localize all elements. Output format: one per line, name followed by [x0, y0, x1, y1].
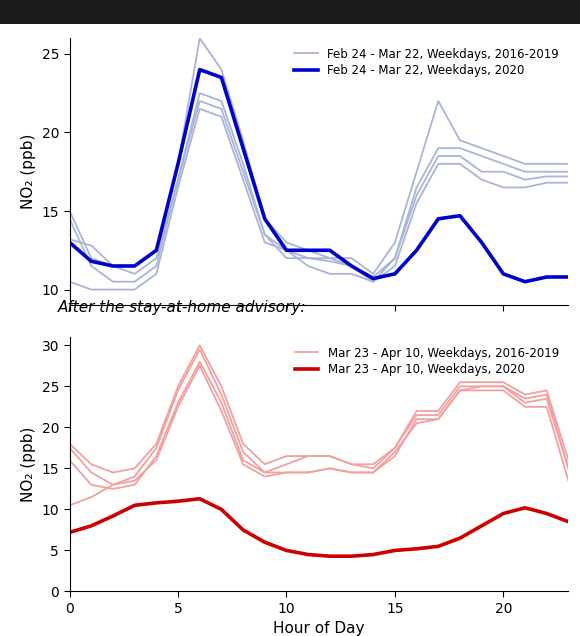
Text: After the stay-at-home advisory:: After the stay-at-home advisory: — [58, 300, 306, 315]
Legend: Mar 23 - Apr 10, Weekdays, 2016-2019, Mar 23 - Apr 10, Weekdays, 2020: Mar 23 - Apr 10, Weekdays, 2016-2019, Ma… — [291, 343, 563, 380]
Y-axis label: NO₂ (ppb): NO₂ (ppb) — [21, 427, 36, 502]
Y-axis label: NO₂ (ppb): NO₂ (ppb) — [21, 134, 36, 209]
X-axis label: Hour of Day: Hour of Day — [273, 621, 365, 636]
Legend: Feb 24 - Mar 22, Weekdays, 2016-2019, Feb 24 - Mar 22, Weekdays, 2020: Feb 24 - Mar 22, Weekdays, 2016-2019, Fe… — [291, 44, 563, 81]
